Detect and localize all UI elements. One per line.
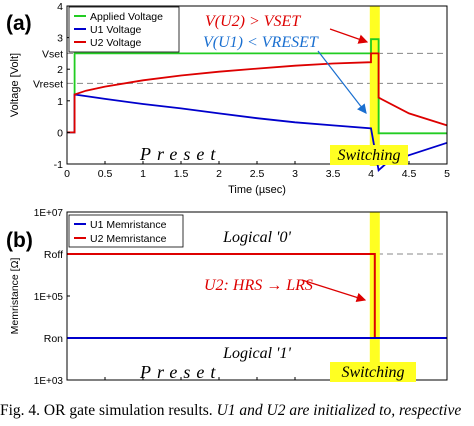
x-tick-label: 0.5 xyxy=(98,168,113,180)
series-line xyxy=(67,52,448,134)
x-axis-label: Time (µsec) xyxy=(228,184,286,196)
annotation-u2-condition: V(U2) > VSET xyxy=(205,13,301,30)
annotation-arrow xyxy=(317,50,367,114)
legend: U1 Memristance U2 Memristance xyxy=(68,214,184,248)
x-tick-label: 1.5 xyxy=(174,168,189,180)
y-tick-label: -1 xyxy=(54,159,63,171)
phase-label-preset: Preset xyxy=(139,144,221,164)
annotation-u1-condition: V(U1) < VRESET xyxy=(203,34,319,51)
y-tick-label: 1E+05 xyxy=(34,292,64,303)
y-tick-label: 4 xyxy=(57,1,63,13)
panel-label-b: (b) xyxy=(6,229,33,252)
series-lines xyxy=(67,253,447,339)
x-tick-label: 4.5 xyxy=(402,168,417,180)
legend-entry: U1 Voltage xyxy=(90,24,142,36)
phase-label-preset: Preset xyxy=(139,362,221,382)
caption-lead: Fig. 4. OR gate simulation results. xyxy=(0,402,213,419)
ref-line-label: Vreset xyxy=(33,78,63,90)
panel-label-a: (a) xyxy=(6,12,32,35)
switching-band xyxy=(369,6,380,166)
legend-entry: U1 Memristance xyxy=(90,219,167,231)
y-tick-label: 3 xyxy=(57,33,63,45)
annotation-arrow xyxy=(301,279,367,303)
y-tick-label: 1E+07 xyxy=(34,208,64,219)
ref-line-label: Ron xyxy=(44,333,63,345)
series-line xyxy=(67,253,447,339)
y-tick-label: 2 xyxy=(57,64,63,76)
memristance-chart: (b) Roff Ron 1E+03 1E+05 1E+07 Memristance … xyxy=(6,208,448,387)
y-axis-label: Memristance [Ω] xyxy=(9,258,21,335)
ref-lines: Roff Ron xyxy=(44,249,447,345)
ref-line-label: Vset xyxy=(42,48,63,60)
legend-entry: U2 Memristance xyxy=(90,233,167,245)
y-axis-label: Voltage [Volt] xyxy=(9,53,21,117)
x-tick-label: 4 xyxy=(368,168,374,180)
switching-label-box xyxy=(330,145,408,165)
phase-label-switching: Switching xyxy=(341,364,404,381)
y-tick-label: 1 xyxy=(57,96,63,108)
legend-entry: U2 Voltage xyxy=(90,37,142,49)
phase-label-switching: Switching xyxy=(337,147,400,164)
x-tick-label: 2 xyxy=(216,168,222,180)
switching-label-box xyxy=(330,362,416,382)
y-axis-ticks: 1E+03 1E+05 1E+07 xyxy=(34,208,70,387)
y-tick-label: 0 xyxy=(57,127,63,139)
ref-line-label: Roff xyxy=(44,249,63,261)
legend-entry: Applied Voltage xyxy=(90,11,163,23)
figure-caption: Fig. 4. OR gate simulation results. U1 a… xyxy=(0,402,474,426)
x-tick-label: 2.5 xyxy=(250,168,265,180)
x-tick-label: 3 xyxy=(292,168,298,180)
annotation-arrow xyxy=(329,28,369,44)
switching-band-rect xyxy=(369,6,380,166)
caption-rest: U1 and U2 are initialized to, respective xyxy=(216,402,462,419)
y-tick-label: 1E+03 xyxy=(34,376,64,387)
annotation-u2-transition: U2: HRS → LRS xyxy=(204,277,313,294)
annotation-logical-one: Logical '1' xyxy=(222,345,291,362)
series-lines xyxy=(67,38,448,173)
annotation-logical-zero: Logical '0' xyxy=(222,229,291,246)
x-tick-label: 5 xyxy=(444,168,450,180)
legend: Applied Voltage U1 Voltage U2 Voltage xyxy=(68,6,180,53)
series-line xyxy=(67,93,448,173)
x-tick-label: 1 xyxy=(140,168,146,180)
x-tick-label: 0 xyxy=(64,168,70,180)
y-axis-ticks: -1 0 1 2 3 4 xyxy=(54,1,70,171)
x-tick-label: 3.5 xyxy=(326,168,341,180)
